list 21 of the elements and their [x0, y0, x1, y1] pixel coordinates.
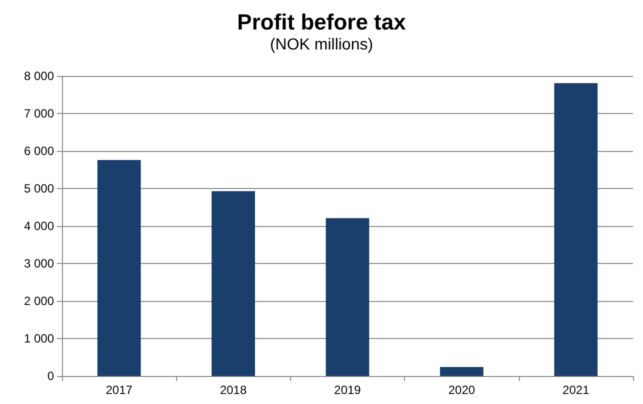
y-tick-label: 5 000 — [24, 182, 54, 196]
x-tick-label: 2019 — [334, 383, 362, 397]
y-tick-label: 6 000 — [24, 144, 54, 158]
bar — [212, 191, 255, 376]
y-tick-label: 2 000 — [24, 294, 54, 308]
bar — [326, 218, 370, 376]
x-tick-label: 2020 — [448, 383, 476, 397]
chart-title: Profit before tax — [237, 10, 407, 34]
y-tick-label: 4 000 — [24, 219, 54, 233]
y-tick-label: 3 000 — [24, 256, 54, 270]
y-tick-label: 8 000 — [24, 69, 54, 83]
bar — [97, 160, 141, 376]
chart-subtitle: (NOK millions) — [270, 36, 374, 54]
x-tick-label: 2021 — [562, 383, 590, 397]
y-tick-label: 1 000 — [24, 332, 54, 346]
y-tick-label: 0 — [47, 369, 54, 383]
bar — [440, 367, 484, 376]
x-tick-label: 2018 — [220, 383, 247, 397]
bar — [554, 83, 598, 376]
x-tick-label: 2017 — [106, 383, 133, 397]
y-tick-label: 7 000 — [24, 106, 54, 120]
